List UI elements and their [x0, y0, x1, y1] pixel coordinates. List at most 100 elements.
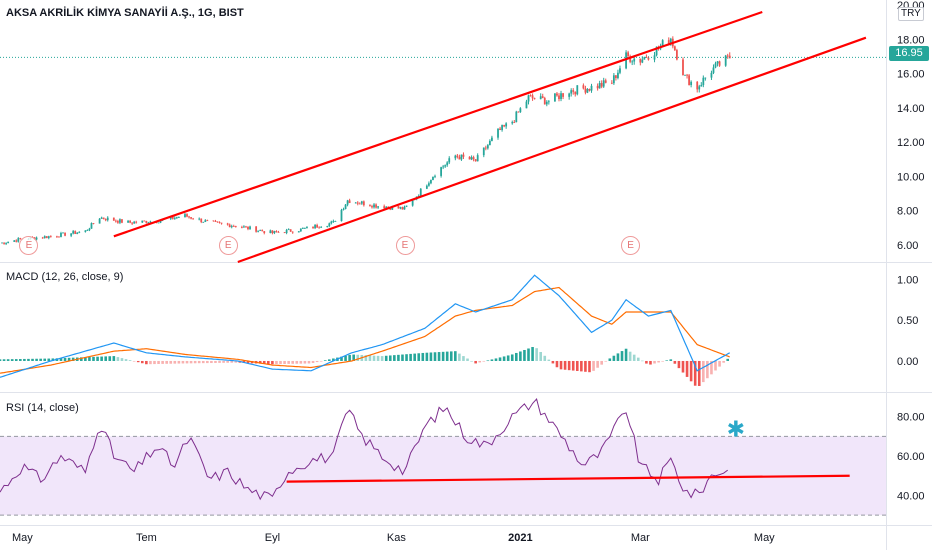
macd-hist-bar [291, 360, 295, 364]
macd-hist-bar [490, 359, 494, 361]
candle-body [102, 217, 105, 220]
candle [230, 224, 233, 229]
macd-hist-bar [482, 360, 486, 362]
candle [456, 153, 459, 159]
candle-body [519, 108, 522, 113]
candle [129, 219, 131, 224]
candle-body [517, 111, 520, 113]
price-trendline [113, 10, 763, 238]
candle-body [354, 202, 357, 204]
macd-hist-bar [458, 353, 461, 361]
candle [470, 155, 473, 161]
macd-hist-bar [323, 360, 327, 361]
x-tick-label: Kas [387, 532, 406, 544]
macd-hist-bar [612, 355, 616, 361]
candle [647, 56, 650, 61]
candle [529, 94, 532, 97]
macd-hist-bar [580, 360, 583, 372]
candle [602, 77, 605, 88]
candle [558, 93, 560, 102]
macd-hist-bar [454, 351, 457, 361]
candle [397, 205, 400, 209]
candle [519, 107, 522, 113]
candle-body [328, 223, 331, 227]
candle [543, 96, 546, 105]
candle-body [448, 158, 451, 163]
candle [104, 218, 107, 222]
macd-hist-bar [567, 360, 571, 371]
macd-hist-bar [124, 359, 128, 361]
candle-body [220, 222, 223, 224]
candle [342, 207, 345, 211]
candle [369, 204, 371, 207]
macd-hist-bar [6, 359, 10, 361]
candle-body [35, 237, 38, 240]
candle [442, 164, 445, 170]
candle-body [543, 98, 546, 105]
candle [588, 88, 591, 92]
candle [556, 91, 558, 97]
candle [428, 181, 430, 187]
earnings-marker[interactable]: E [218, 236, 238, 255]
candle-body [259, 230, 262, 231]
candle-body [100, 217, 103, 219]
candle [432, 176, 434, 181]
candle [568, 92, 571, 100]
candle-body [112, 217, 115, 221]
candle-body [228, 224, 231, 228]
macd-hist-bar [169, 360, 173, 364]
candle-body [612, 75, 615, 84]
macd-hist-bar [657, 360, 660, 363]
macd-hist-bar [547, 359, 551, 361]
candle-body [655, 46, 658, 56]
candle [446, 161, 449, 167]
candle [76, 232, 79, 235]
candle-body [403, 206, 406, 210]
candle [576, 85, 579, 96]
macd-hist-bar [376, 355, 380, 361]
earnings-marker[interactable]: E [395, 236, 415, 255]
candle-body [206, 220, 209, 222]
macd-title: MACD (12, 26, close, 9) [6, 271, 124, 283]
candle-body [556, 93, 558, 96]
candle-body [104, 219, 107, 221]
candle-body [460, 154, 463, 160]
candle [704, 77, 707, 81]
candle-body [243, 226, 245, 228]
candle [106, 216, 109, 222]
candle [340, 208, 343, 222]
candle-body [456, 155, 459, 157]
candle [458, 154, 461, 160]
candle-body [476, 155, 479, 162]
macd-hist-bar [189, 360, 193, 364]
candle-body [216, 221, 219, 223]
candle [726, 53, 729, 59]
candle-body [669, 38, 672, 44]
candle [598, 80, 601, 89]
candle [119, 218, 121, 225]
candle [511, 120, 514, 125]
y-tick-label: 10.00 [897, 171, 925, 183]
macd-hist-bar [710, 360, 713, 375]
earnings-marker[interactable]: E [19, 236, 39, 255]
candle-body [698, 86, 701, 90]
candle [249, 225, 251, 230]
macd-hist-bar [234, 360, 238, 363]
macd-hist-bar [340, 356, 343, 361]
macd-hist-bar [23, 358, 26, 361]
candle [84, 230, 87, 233]
candle-body [263, 231, 266, 233]
macd-hist-bar [132, 360, 136, 362]
earnings-marker[interactable]: E [621, 236, 641, 255]
candle [582, 83, 585, 90]
candle-body [627, 52, 630, 57]
candle-body [184, 214, 186, 218]
candle-body [617, 72, 619, 79]
price-candles [1, 36, 731, 246]
candle [190, 217, 192, 220]
candle-body [342, 208, 345, 210]
candle [554, 93, 556, 102]
candle [531, 93, 534, 101]
